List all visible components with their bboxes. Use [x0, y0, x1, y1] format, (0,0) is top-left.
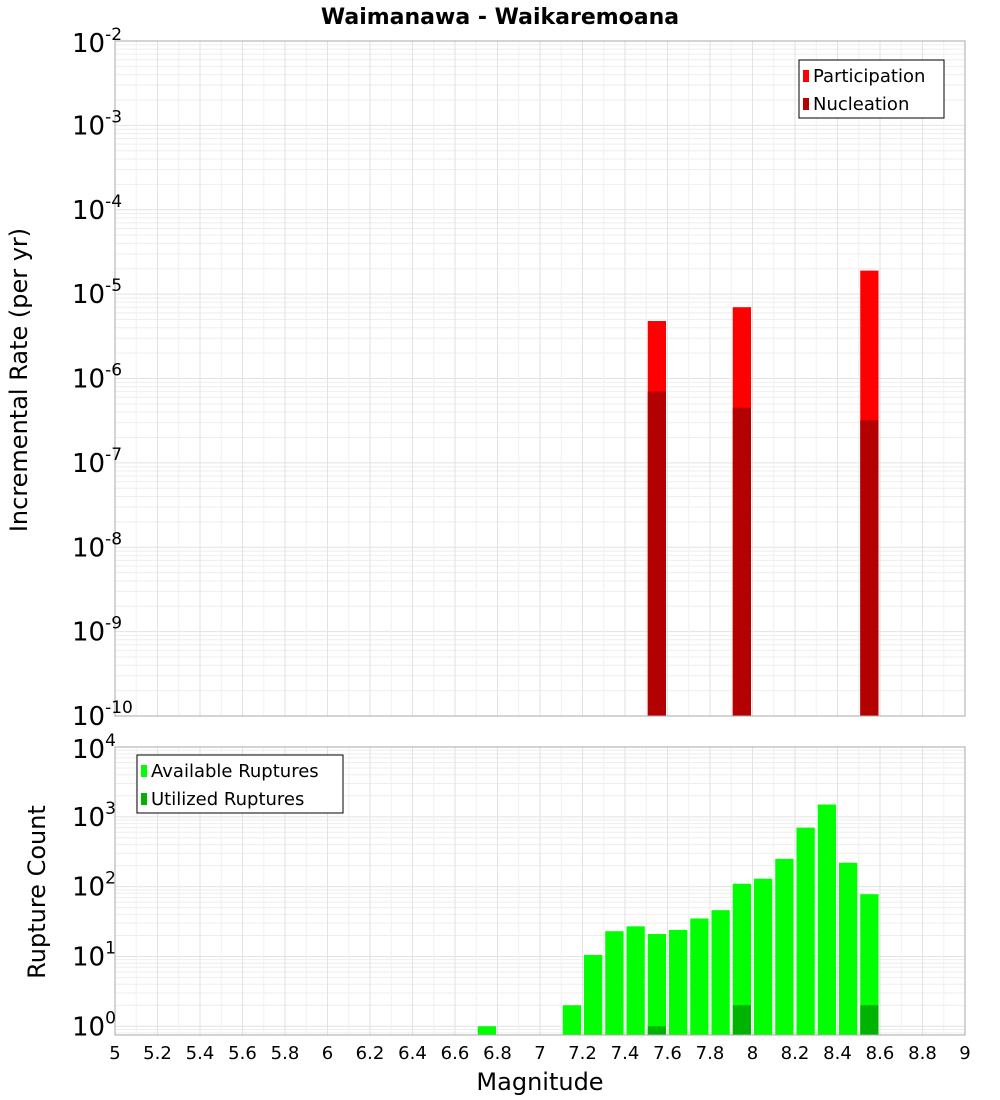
bar: [626, 926, 645, 1035]
x-tick-label: 8.4: [823, 1043, 852, 1064]
bar: [775, 858, 794, 1035]
bar: [669, 929, 688, 1035]
x-tick-label: 7.6: [653, 1043, 682, 1064]
top-plot-area: 10-10 10-9 10-8 10-7 10-6 10-5 10-4 10-3 10-2 Par…: [72, 25, 966, 732]
y-tick-label: 10-5: [72, 276, 122, 310]
bottom-plot-frame: [114, 746, 966, 1036]
x-tick-label: 5.2: [143, 1043, 172, 1064]
x-tick-label: 5.4: [186, 1043, 215, 1064]
bottom-series-available-ruptures: [477, 804, 879, 1035]
bar: [754, 878, 773, 1035]
top-legend: Participation Nucleation: [798, 59, 945, 119]
top-y-axis-label: Incremental Rate (per yr): [5, 228, 33, 532]
bar: [605, 931, 624, 1035]
x-tick-label: 7.4: [611, 1043, 640, 1064]
top-grid: [114, 41, 966, 717]
bar: [860, 1005, 879, 1035]
y-tick-label: 10-9: [72, 614, 122, 648]
bottom-plot-area: 100 101 102 103 104 5 5.2 5.4 5.6 5.8 6 6.2 6.4 6.6 6.…: [72, 731, 971, 1064]
legend-entry: Utilized Ruptures: [151, 789, 304, 810]
bar: [732, 407, 751, 716]
x-tick-label: 8: [747, 1043, 758, 1064]
y-tick-label: 100: [72, 1008, 116, 1042]
bar: [732, 1005, 751, 1035]
bottom-y-ticks: 100 101 102 103 104: [72, 731, 116, 1042]
y-tick-label: 10-8: [72, 529, 122, 563]
y-tick-label: 102: [72, 869, 116, 903]
x-axis-label: Magnitude: [476, 1068, 603, 1096]
bar: [732, 883, 751, 1035]
y-tick-label: 10-7: [72, 445, 122, 479]
bar: [817, 804, 836, 1035]
x-tick-label: 6.4: [398, 1043, 427, 1064]
bar: [477, 1026, 496, 1035]
y-tick-label: 10-4: [72, 192, 122, 226]
y-tick-label: 101: [72, 938, 116, 972]
y-tick-label: 10-2: [72, 25, 122, 59]
x-tick-label: 5.6: [228, 1043, 257, 1064]
x-tick-label: 9: [959, 1043, 970, 1064]
legend-entry: Participation: [813, 66, 925, 87]
top-series-nucleation: [647, 391, 879, 716]
y-tick-label: 10-10: [72, 698, 133, 732]
x-tick-label: 6.2: [356, 1043, 385, 1064]
legend-entry: Nucleation: [813, 94, 909, 115]
y-tick-label: 103: [72, 799, 116, 833]
bar: [647, 391, 666, 716]
legend-box: [798, 59, 945, 119]
bar: [860, 420, 879, 716]
top-plot-frame: [114, 40, 966, 717]
x-tick-label: 5.8: [271, 1043, 300, 1064]
legend-entry: Available Ruptures: [151, 761, 319, 782]
x-tick-label: 8.6: [866, 1043, 895, 1064]
bottom-x-ticks: 5 5.2 5.4 5.6 5.8 6 6.2 6.4 6.6 6.8 7 7.2 7.4 7.6 7.8 8…: [109, 1043, 970, 1064]
x-tick-label: 8.2: [781, 1043, 810, 1064]
bar: [860, 894, 879, 1035]
bar: [562, 1005, 581, 1035]
x-tick-label: 7: [534, 1043, 545, 1064]
bar: [796, 827, 815, 1035]
y-tick-label: 10-6: [72, 361, 122, 395]
bar: [647, 1026, 666, 1035]
y-tick-label: 104: [72, 731, 116, 765]
bar: [647, 933, 666, 1035]
legend-box: [136, 754, 344, 814]
top-y-ticks: 10-10 10-9 10-8 10-7 10-6 10-5 10-4 10-3 10-2: [72, 25, 133, 732]
x-tick-label: 6.8: [483, 1043, 512, 1064]
legend-swatch: [803, 70, 809, 82]
bottom-y-axis-label: Rupture Count: [23, 805, 51, 979]
bar: [839, 862, 858, 1035]
bottom-series-utilized-ruptures: [647, 1005, 879, 1035]
bar: [711, 910, 730, 1035]
chart-title: Waimanawa - Waikaremoana: [321, 5, 679, 30]
x-tick-label: 7.2: [568, 1043, 597, 1064]
bottom-legend: Available Ruptures Utilized Ruptures: [136, 754, 344, 814]
y-tick-label: 10-3: [72, 107, 122, 141]
legend-swatch: [141, 793, 147, 805]
x-tick-label: 6.6: [441, 1043, 470, 1064]
x-tick-label: 7.8: [696, 1043, 725, 1064]
x-tick-label: 6: [322, 1043, 333, 1064]
legend-swatch: [803, 98, 809, 110]
bar: [690, 918, 709, 1035]
bar: [584, 954, 603, 1035]
legend-swatch: [141, 765, 147, 777]
x-tick-label: 5: [109, 1043, 120, 1064]
x-tick-label: 8.8: [908, 1043, 937, 1064]
